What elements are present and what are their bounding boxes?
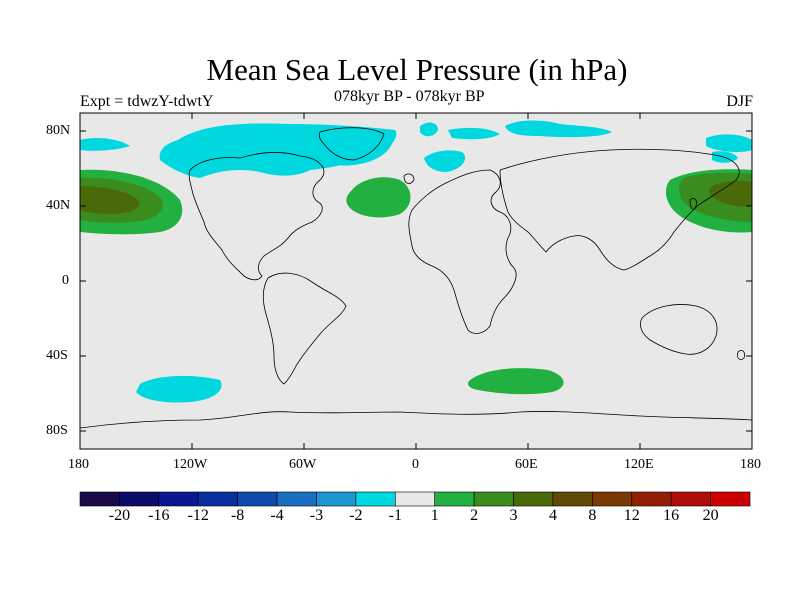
lat-ticks bbox=[80, 130, 752, 432]
colorbar-swatch bbox=[237, 491, 278, 507]
colorbar-swatch bbox=[670, 491, 711, 507]
lon-label-60w: 60W bbox=[289, 457, 317, 472]
colorbar-label: 16 bbox=[663, 507, 680, 524]
lon-label-120w: 120W bbox=[173, 457, 208, 472]
colorbar-swatch bbox=[394, 491, 436, 507]
colorbar-label: -1 bbox=[388, 507, 402, 524]
anomaly-region-pacific-arctic-negative bbox=[80, 138, 130, 151]
coastline-europe-africa bbox=[408, 169, 517, 334]
colorbar-swatch bbox=[355, 491, 396, 507]
colorbar bbox=[79, 491, 751, 507]
colorbar-label: -20 bbox=[108, 507, 131, 524]
coastline-greenland bbox=[318, 127, 385, 161]
colorbar-swatch bbox=[276, 491, 317, 507]
colorbar-swatch bbox=[158, 491, 199, 507]
anomaly-region-north-pacific-peak-east bbox=[709, 180, 752, 207]
colorbar-label: -3 bbox=[309, 507, 324, 524]
coastline-antarctica bbox=[79, 411, 753, 429]
pressure-anomaly-contours bbox=[80, 120, 752, 403]
colorbar-swatch bbox=[513, 491, 554, 507]
lat-label-40s: 40S bbox=[46, 348, 68, 363]
coastline-asia bbox=[499, 148, 740, 271]
coastline-japan bbox=[689, 198, 697, 210]
colorbar-swatch bbox=[119, 491, 160, 507]
anomaly-region-barents-negative bbox=[448, 127, 500, 140]
map-title: Mean Sea Level Pressure (in hPa) bbox=[206, 52, 628, 87]
lon-label-60e: 60E bbox=[515, 457, 538, 472]
colorbar-label: 8 bbox=[588, 507, 597, 524]
colorbar-swatch bbox=[316, 491, 357, 507]
season-label: DJF bbox=[726, 93, 753, 110]
colorbar-swatch bbox=[710, 491, 751, 507]
lat-label-40n: 40N bbox=[46, 198, 71, 213]
anomaly-region-south-indian-positive bbox=[468, 368, 564, 395]
lat-label-0: 0 bbox=[62, 273, 69, 288]
lon-label-120e: 120E bbox=[624, 457, 654, 472]
experiment-label: Expt = tdwzY-tdwtY bbox=[80, 93, 214, 110]
lon-label-0: 0 bbox=[412, 457, 419, 472]
anomaly-region-north-atlantic-negative bbox=[318, 133, 393, 166]
colorbar-swatch bbox=[592, 491, 633, 507]
coastline-new-zealand bbox=[737, 350, 745, 360]
coastline-north-america bbox=[188, 152, 325, 281]
anomaly-region-scandinavia-negative bbox=[424, 150, 466, 172]
colorbar-label: 4 bbox=[548, 507, 557, 524]
colorbar-label: -4 bbox=[270, 507, 284, 524]
colorbar-label: -8 bbox=[230, 507, 245, 524]
anomaly-region-siberia-negative bbox=[712, 151, 738, 163]
anomaly-region-greenland-sea-negative bbox=[420, 122, 438, 137]
colorbar-swatch bbox=[631, 491, 672, 507]
anomaly-region-chukchi-negative bbox=[706, 134, 752, 153]
colorbar-swatch bbox=[552, 491, 593, 507]
colorbar-label: -16 bbox=[148, 507, 170, 524]
lat-label-80n: 80N bbox=[46, 123, 71, 138]
colorbar-label: -2 bbox=[349, 507, 363, 524]
colorbar-label: 12 bbox=[623, 507, 640, 524]
colorbar-label: -12 bbox=[187, 507, 209, 524]
anomaly-region-north-pacific-peak-west bbox=[80, 186, 140, 214]
coastline-australia bbox=[640, 304, 718, 355]
colorbar-swatch bbox=[473, 491, 514, 507]
coastlines bbox=[79, 127, 753, 429]
coastline-british-isles bbox=[403, 173, 415, 184]
lat-label-80s: 80S bbox=[46, 423, 68, 438]
colorbar-swatch bbox=[434, 491, 475, 507]
colorbar-label: 1 bbox=[430, 507, 439, 524]
lon-label-180e: 180 bbox=[740, 457, 761, 472]
colorbar-label: 2 bbox=[470, 507, 479, 524]
coastline-south-america bbox=[262, 272, 347, 385]
period-label: 078kyr BP - 078kyr BP bbox=[334, 88, 485, 105]
lon-label-180w: 180 bbox=[68, 457, 89, 472]
lon-ticks bbox=[191, 113, 641, 449]
anomaly-region-north-atlantic-positive bbox=[346, 177, 411, 218]
anomaly-region-south-pacific-negative bbox=[136, 375, 222, 403]
anomaly-region-kara-negative bbox=[505, 120, 612, 138]
colorbar-swatch bbox=[197, 491, 238, 507]
colorbar-label: 3 bbox=[509, 507, 518, 524]
colorbar-swatch bbox=[79, 491, 120, 507]
colorbar-label: 20 bbox=[702, 507, 719, 524]
